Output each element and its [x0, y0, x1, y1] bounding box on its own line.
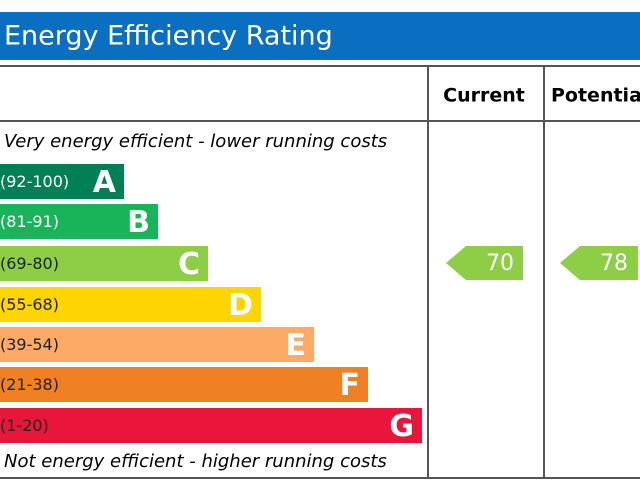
band-range: (81-91) — [0, 212, 59, 231]
band-letter: C — [178, 247, 200, 282]
column-header: Current — [443, 85, 525, 107]
potential-arrow — [560, 246, 638, 280]
band-range: (69-80) — [0, 254, 59, 273]
band-letter: D — [228, 288, 253, 323]
band-bar — [0, 287, 261, 322]
potential-value: 78 — [600, 251, 628, 276]
current-arrow — [446, 246, 523, 280]
bottom-note: Not energy efficient - higher running co… — [4, 451, 387, 472]
band-bar — [0, 246, 208, 281]
band-range: (55-68) — [0, 295, 59, 314]
table-frame — [0, 65, 640, 479]
band-bar — [0, 408, 422, 443]
band-letter: A — [93, 165, 117, 200]
band-range: (92-100) — [0, 172, 69, 191]
band-bar — [0, 204, 158, 239]
band-letter: E — [286, 328, 307, 363]
band-letter: F — [340, 368, 361, 403]
bands: (92-100) A (81-91) B (69-80) C (55-68) D (39-54)… — [0, 164, 422, 444]
title-bar — [0, 12, 640, 60]
band-range: (21-38) — [0, 375, 59, 394]
band-range: (39-54) — [0, 335, 59, 354]
band-bar — [0, 164, 124, 199]
band-range: (1-20) — [0, 416, 49, 435]
top-note: Very energy efficient - lower running co… — [4, 131, 387, 152]
current-value: 70 — [486, 251, 514, 276]
band-letter: G — [389, 409, 414, 444]
band-bar — [0, 327, 314, 362]
band-letter: B — [127, 205, 150, 240]
column-header: Potential — [551, 85, 640, 107]
title: Energy Efficiency Rating — [4, 21, 333, 52]
band-bar — [0, 367, 368, 402]
